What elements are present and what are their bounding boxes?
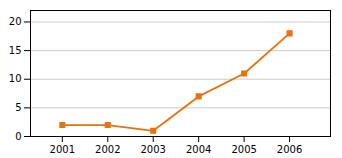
svg-text:0: 0 xyxy=(15,131,21,142)
svg-text:2004: 2004 xyxy=(186,144,211,155)
svg-text:2005: 2005 xyxy=(231,144,256,155)
svg-text:5: 5 xyxy=(15,102,21,113)
svg-text:10: 10 xyxy=(9,73,22,84)
svg-text:15: 15 xyxy=(9,45,22,56)
svg-text:20: 20 xyxy=(9,16,22,27)
svg-text:2002: 2002 xyxy=(95,144,120,155)
svg-text:2001: 2001 xyxy=(50,144,75,155)
svg-text:2003: 2003 xyxy=(141,144,166,155)
svg-text:2006: 2006 xyxy=(277,144,302,155)
